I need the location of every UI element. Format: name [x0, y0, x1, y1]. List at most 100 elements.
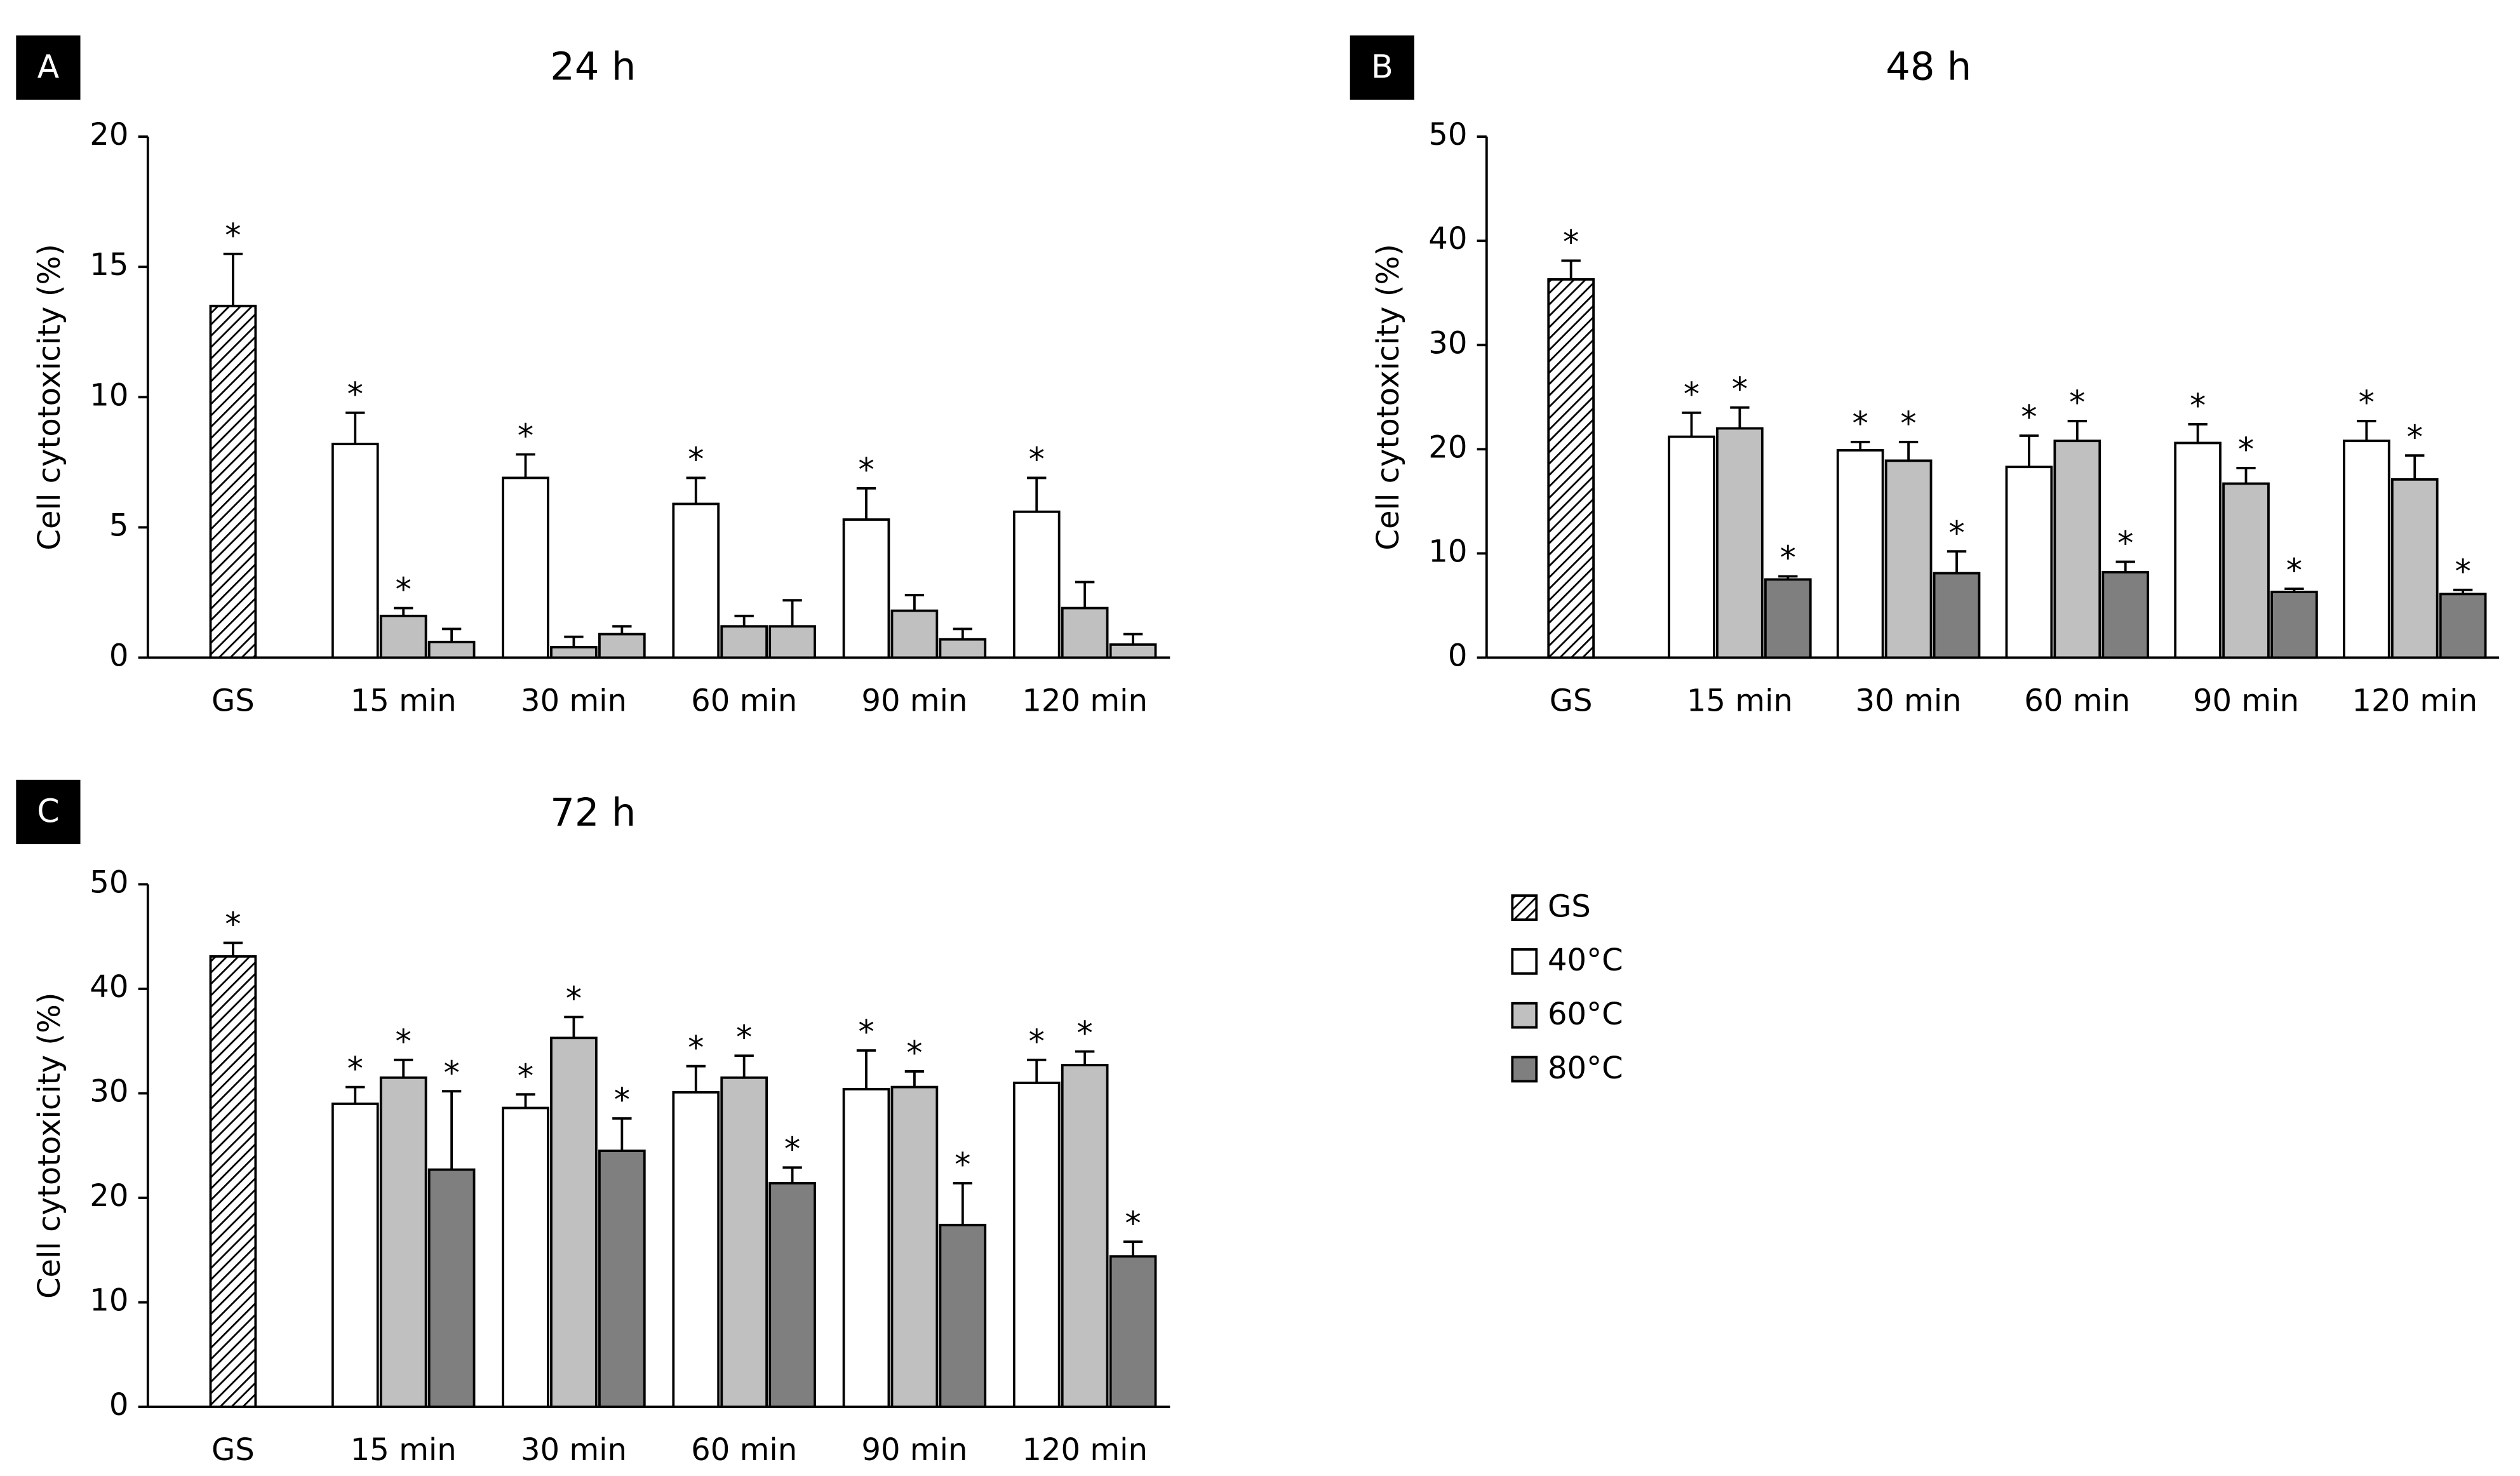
significance-mark: * — [1125, 1204, 1141, 1242]
bar — [1061, 1064, 1109, 1409]
significance-mark: * — [2359, 384, 2375, 421]
y-tick-label: 20 — [1428, 429, 1467, 465]
legend-label: GS — [1548, 889, 1591, 924]
y-tick-label: 0 — [109, 638, 129, 673]
bar — [720, 1076, 768, 1409]
bar — [1836, 449, 1884, 659]
x-tick-label: 90 min — [2193, 683, 2299, 718]
bar — [1716, 427, 1764, 659]
y-tick-label: 10 — [90, 377, 128, 413]
significance-mark: * — [2117, 525, 2133, 562]
legend-swatch — [1511, 948, 1538, 975]
bar — [2390, 478, 2439, 659]
y-axis-label: Cell cytotoxicity (%) — [32, 992, 67, 1299]
significance-mark: * — [1780, 539, 1796, 577]
significance-mark: * — [566, 980, 582, 1017]
bar — [502, 476, 549, 659]
y-tick-label: 0 — [109, 1387, 129, 1423]
y-tick-label: 20 — [90, 117, 128, 152]
bar — [598, 1150, 646, 1409]
bar — [1012, 510, 1061, 659]
y-tick-label: 0 — [1448, 638, 1468, 673]
x-tick-label: 120 min — [2352, 683, 2477, 718]
x-tick-label: GS — [211, 683, 255, 718]
bar — [209, 955, 257, 1409]
x-tick-label: 30 min — [521, 683, 627, 718]
panel-label: C — [37, 792, 59, 829]
significance-mark: * — [2021, 398, 2037, 436]
bar — [1668, 435, 1715, 659]
significance-mark: * — [2069, 384, 2085, 421]
significance-mark: * — [906, 1034, 922, 1071]
bar — [1547, 278, 1595, 659]
bar — [2343, 439, 2390, 659]
bar — [720, 625, 768, 659]
bar — [550, 646, 598, 659]
significance-mark: * — [688, 441, 704, 478]
significance-mark: * — [396, 1023, 412, 1060]
y-tick-label: 10 — [1428, 533, 1467, 569]
significance-mark: * — [1077, 1014, 1093, 1052]
bar — [2053, 439, 2101, 659]
significance-mark: * — [1563, 224, 1579, 261]
bar — [1012, 1082, 1061, 1409]
legend-swatch — [1511, 894, 1538, 921]
x-tick-label: 60 min — [691, 1432, 797, 1468]
bar — [768, 1182, 816, 1409]
bar — [598, 633, 646, 659]
significance-mark: * — [955, 1146, 970, 1183]
significance-mark: * — [2190, 387, 2206, 424]
bar — [2101, 571, 2150, 659]
legend-swatch — [1511, 1002, 1538, 1029]
x-tick-label: 90 min — [861, 1432, 967, 1468]
y-tick-label: 30 — [1428, 325, 1467, 361]
bar — [768, 625, 816, 659]
y-tick-label: 20 — [90, 1178, 128, 1214]
legend-label: 60°C — [1548, 996, 1623, 1032]
bar — [1109, 643, 1157, 659]
bar — [1061, 607, 1109, 659]
x-tick-label: 30 min — [521, 1432, 627, 1468]
y-tick-label: 40 — [90, 969, 128, 1005]
bar — [939, 638, 987, 659]
legend-label: 80°C — [1548, 1050, 1623, 1086]
bar — [209, 304, 257, 659]
x-tick-label: 15 min — [351, 683, 457, 718]
significance-mark: * — [396, 571, 412, 608]
bar — [1764, 578, 1812, 659]
x-tick-label: GS — [1550, 683, 1593, 718]
significance-mark: * — [1732, 370, 1748, 408]
bar — [1933, 572, 1981, 659]
panel-label: B — [1371, 48, 1393, 85]
significance-mark: * — [1029, 441, 1045, 478]
significance-mark: * — [518, 1057, 533, 1094]
bar — [890, 1085, 939, 1409]
bar — [502, 1106, 549, 1409]
significance-mark: * — [858, 451, 874, 488]
panel-box — [16, 35, 81, 100]
bar — [427, 1168, 476, 1409]
legend-swatch — [1511, 1056, 1538, 1083]
bar — [939, 1223, 987, 1409]
significance-mark: * — [1029, 1023, 1045, 1060]
x-tick-label: 15 min — [1687, 683, 1793, 718]
y-tick-label: 40 — [1428, 221, 1467, 257]
x-tick-label: 60 min — [691, 683, 797, 718]
significance-mark: * — [225, 217, 241, 254]
chart-title: 72 h — [550, 791, 636, 835]
bar — [842, 518, 890, 659]
panel-box — [1350, 35, 1414, 100]
x-tick-label: GS — [211, 1432, 255, 1468]
bar — [379, 614, 427, 659]
bar — [2439, 593, 2487, 659]
bar — [890, 609, 939, 659]
significance-mark: * — [1853, 405, 1868, 442]
significance-mark: * — [858, 1013, 874, 1050]
significance-mark: * — [518, 417, 533, 455]
legend-label: 40°C — [1548, 943, 1623, 978]
bar — [2222, 482, 2270, 659]
significance-mark: * — [2455, 553, 2471, 590]
significance-mark: * — [1684, 375, 1699, 413]
panel-box — [16, 779, 81, 845]
